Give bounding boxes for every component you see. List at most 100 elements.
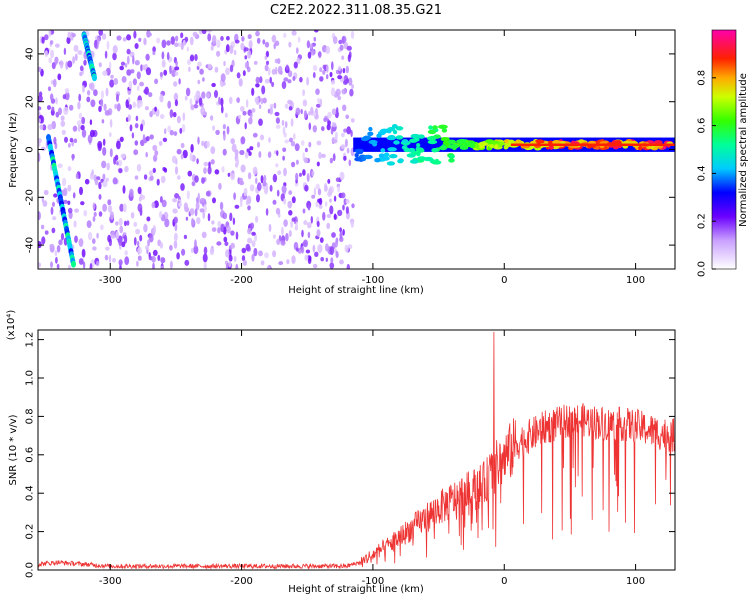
heatmap-cell <box>236 97 241 103</box>
heatmap-cell <box>311 42 316 47</box>
heatmap-cell <box>112 52 117 61</box>
heatmap-cell <box>211 227 217 233</box>
heatmap-cell <box>156 37 161 44</box>
heatmap-cell <box>98 194 102 200</box>
heatmap-cell <box>322 64 326 70</box>
heatmap-cell <box>243 47 249 52</box>
heatmap-cell <box>182 149 188 159</box>
heatmap-cell <box>115 231 120 240</box>
heatmap-cell <box>152 46 156 53</box>
heatmap-cell <box>173 240 178 249</box>
snr-x-axis-label: Height of straight line (km) <box>288 584 424 595</box>
heatmap-cell <box>124 165 129 173</box>
heatmap-cell <box>38 118 41 123</box>
heatmap-cell <box>53 193 58 198</box>
heatmap-cell <box>262 97 267 104</box>
y-tick-label: 1.0 <box>25 370 36 386</box>
heatmap-cell <box>228 260 232 268</box>
heatmap-cell <box>143 223 148 233</box>
heatmap-cell <box>109 211 114 220</box>
heatmap-cell <box>161 51 165 60</box>
heatmap-cell <box>271 68 276 75</box>
heatmap-cell <box>197 61 202 67</box>
heatmap-cell <box>93 89 98 97</box>
heatmap-cell <box>197 136 200 145</box>
heatmap-cell <box>224 112 228 118</box>
colorbar-ticks: 0.0 0.2 0.4 0.6 0.8 <box>697 70 716 277</box>
heatmap-cell <box>73 44 79 52</box>
carrier-band-cell <box>360 136 370 142</box>
heatmap-cell <box>148 170 153 176</box>
heatmap-cell <box>149 134 154 140</box>
heatmap-cell <box>183 202 188 211</box>
heatmap-cell <box>173 81 178 87</box>
heatmap-cell <box>315 183 320 190</box>
heatmap-cell <box>219 201 224 211</box>
heatmap-cell <box>319 237 324 244</box>
carrier-band-cell <box>441 128 448 133</box>
carrier-band-cell <box>418 134 425 139</box>
heatmap-cell <box>338 39 343 45</box>
heatmap-cell <box>38 138 42 144</box>
heatmap-cell <box>161 199 167 208</box>
heatmap-cell <box>174 222 178 232</box>
carrier-band-cell <box>654 140 663 145</box>
heatmap-cell <box>313 36 317 42</box>
heatmap-cell <box>258 151 262 158</box>
heatmap-cell <box>211 82 216 88</box>
heatmap-cell <box>190 104 195 111</box>
heatmap-cell <box>199 197 206 203</box>
carrier-band-cell <box>427 139 438 145</box>
carrier-band-cell <box>416 151 421 157</box>
heatmap-cell <box>250 112 253 118</box>
heatmap-cell <box>315 88 320 95</box>
heatmap-cell <box>322 211 326 221</box>
heatmap-cell <box>275 124 281 129</box>
heatmap-cell <box>287 200 293 209</box>
heatmap-cell <box>142 134 146 143</box>
heatmap-cell <box>69 137 74 143</box>
heatmap-cell <box>332 139 338 144</box>
heatmap-cell <box>191 217 194 225</box>
heatmap-cell <box>114 154 119 161</box>
heatmap-cell <box>315 201 319 208</box>
heatmap-cell <box>89 263 93 269</box>
carrier-band-cell <box>354 153 359 158</box>
heatmap-cell <box>74 53 78 61</box>
heatmap-cell <box>163 128 167 135</box>
carrier-band-cell <box>383 152 390 157</box>
heatmap-cell <box>180 142 185 149</box>
heatmap-cell <box>341 55 345 60</box>
heatmap-cell <box>201 177 205 184</box>
heatmap-cell <box>207 166 212 175</box>
heatmap-cell <box>67 200 71 205</box>
heatmap-cell <box>228 254 233 262</box>
heatmap-cell <box>178 202 183 208</box>
heatmap-cell <box>72 125 78 132</box>
heatmap-cell <box>308 256 312 262</box>
heatmap-cell <box>47 124 53 131</box>
heatmap-cell <box>154 78 159 85</box>
heatmap-cell <box>169 129 174 136</box>
heatmap-cell <box>98 105 102 113</box>
heatmap-cell <box>72 56 76 64</box>
heatmap-cell <box>96 37 100 46</box>
heatmap-cell <box>193 104 199 109</box>
heatmap-cell <box>199 68 204 75</box>
heatmap-cell <box>331 61 334 71</box>
heatmap-cell <box>223 60 226 67</box>
heatmap-cell <box>39 124 44 130</box>
heatmap-cell <box>253 60 258 65</box>
heatmap-cell <box>42 124 47 131</box>
heatmap-cell <box>233 192 237 200</box>
heatmap-cell <box>283 198 287 205</box>
carrier-band-cell <box>438 124 448 129</box>
heatmap-cell <box>269 76 273 84</box>
carrier-band-cell <box>427 129 437 135</box>
heatmap-cell <box>86 96 91 103</box>
heatmap-cell <box>307 222 312 229</box>
heatmap-cell <box>285 233 289 242</box>
heatmap-cell <box>139 81 145 87</box>
heatmap-cell <box>206 92 210 99</box>
heatmap-cell <box>240 136 246 145</box>
